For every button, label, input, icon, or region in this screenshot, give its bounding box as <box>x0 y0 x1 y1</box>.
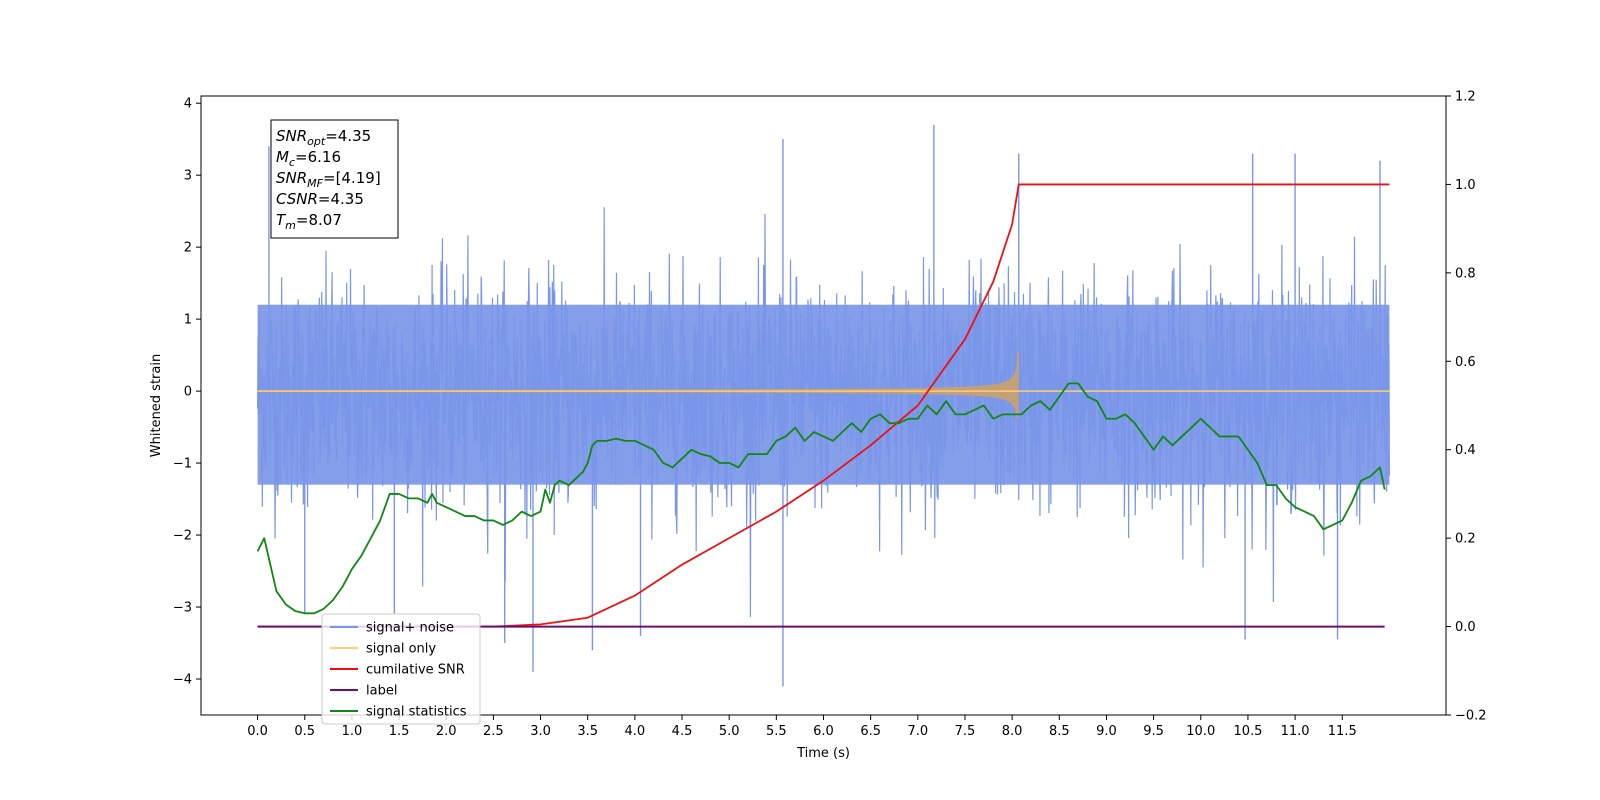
y-right-tick-label: 1.0 <box>1455 178 1476 193</box>
x-axis-label: Time (s) <box>796 746 850 761</box>
x-tick-label: 11.0 <box>1281 724 1310 739</box>
stats-subscript: m <box>285 219 296 232</box>
x-tick-label: 4.5 <box>672 724 693 739</box>
stats-subscript: MF <box>307 177 323 190</box>
series-signal-noise-band <box>257 304 1390 485</box>
stats-value: =4.35 <box>318 190 364 208</box>
x-tick-label: 6.5 <box>860 724 881 739</box>
x-tick-label: 9.5 <box>1143 724 1164 739</box>
y-right-tick-label: 0.6 <box>1455 355 1476 370</box>
y-tick-label: −3 <box>173 601 192 616</box>
y-tick-label: 1 <box>184 313 192 328</box>
plot-layer <box>256 124 1391 687</box>
y-tick-label: −4 <box>173 673 192 688</box>
stats-symbol: M <box>276 148 289 166</box>
x-tick-label: 4.0 <box>625 724 646 739</box>
legend-label: cumilative SNR <box>366 663 465 678</box>
y-tick-label: 2 <box>184 241 192 256</box>
x-tick-label: 1.0 <box>342 724 363 739</box>
axes-layer: 0.0 0.5 1.0 1.5 2.0 2.5 3.0 3.5 4.0 4.5 5.0 5.5 6.0 6… <box>173 90 1487 740</box>
stats-value: =6.16 <box>295 148 341 166</box>
x-tick-label: 7.0 <box>907 724 928 739</box>
y-right-tick-label: 0.0 <box>1455 620 1476 635</box>
x-tick-label: 2.5 <box>483 724 504 739</box>
y-tick-label: −2 <box>173 529 192 544</box>
stats-line: CSNR=4.35 <box>276 190 364 208</box>
x-tick-label: 3.0 <box>530 724 551 739</box>
legend-frame <box>321 613 481 725</box>
y-right-tick-label: 0.4 <box>1455 443 1476 458</box>
y-right-tick-label: 0.8 <box>1455 266 1476 281</box>
stats-value: =[4.19] <box>323 169 381 187</box>
x-tick-label: 8.0 <box>1002 724 1023 739</box>
x-tick-label: 0.5 <box>294 724 315 739</box>
legend-label: label <box>366 684 397 699</box>
plot-area <box>256 124 1391 687</box>
stats-line: Tm=8.07 <box>276 211 342 232</box>
stats-value: =4.35 <box>325 127 371 145</box>
stats-box-frame <box>270 119 399 239</box>
y-tick-label: 0 <box>184 385 192 400</box>
series-cumilative-snr-line <box>257 183 1390 628</box>
legend: signal+ noise signal only cumilative SNR la… <box>321 613 481 725</box>
y-axis-label: Whitened strain <box>149 354 164 457</box>
x-tick-label: 9.0 <box>1096 724 1117 739</box>
stats-line: SNRMF=[4.19] <box>276 169 381 190</box>
stats-box: SNRopt=4.35Mc=6.16SNRMF=[4.19]CSNR=4.35T… <box>270 119 399 239</box>
x-tick-label: 5.0 <box>719 724 740 739</box>
stats-symbol: T <box>276 211 287 229</box>
x-tick-label: 7.5 <box>955 724 976 739</box>
stats-value: =8.07 <box>296 211 342 229</box>
stats-line: SNRopt=4.35 <box>276 127 371 148</box>
stats-symbol: CSNR <box>276 190 318 208</box>
y-tick-label: 3 <box>184 169 192 184</box>
x-tick-label: 2.0 <box>436 724 457 739</box>
y-right-tick-label: −0.2 <box>1455 709 1487 724</box>
stats-subscript: opt <box>307 135 326 148</box>
x-tick-label: 3.5 <box>577 724 598 739</box>
x-tick-label: 5.5 <box>766 724 787 739</box>
stats-subscript: c <box>289 156 295 169</box>
y-right-tick-label: 1.2 <box>1455 90 1476 105</box>
stats-line: Mc=6.16 <box>276 148 341 169</box>
x-tick-label: 10.5 <box>1233 724 1262 739</box>
legend-label: signal+ noise <box>366 621 454 636</box>
x-tick-label: 0.0 <box>247 724 268 739</box>
x-tick-label: 6.0 <box>813 724 834 739</box>
y-tick-label: 4 <box>184 97 192 112</box>
series-signal-statistics-line <box>256 382 1386 615</box>
x-tick-label: 10.0 <box>1186 724 1215 739</box>
y-tick-label: −1 <box>173 457 192 472</box>
x-tick-label: 8.5 <box>1049 724 1070 739</box>
legend-label: signal only <box>366 642 436 657</box>
stats-symbol: SNR <box>276 169 307 187</box>
stats-symbol: SNR <box>276 127 307 145</box>
y-right-tick-label: 0.2 <box>1455 532 1476 547</box>
legend-label: signal statistics <box>366 705 467 720</box>
x-tick-label: 1.5 <box>389 724 410 739</box>
x-tick-label: 11.5 <box>1328 724 1357 739</box>
